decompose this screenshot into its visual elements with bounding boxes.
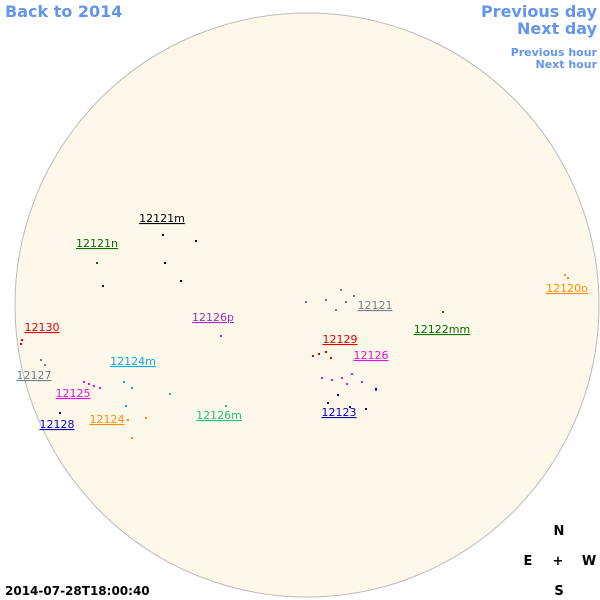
region-label[interactable]: 12130 (25, 321, 60, 334)
compass-east: E (524, 554, 533, 569)
region-label[interactable]: 12127 (17, 369, 52, 382)
sunspot (337, 394, 339, 396)
sunspot (220, 335, 222, 337)
sunspot (44, 364, 46, 366)
region-label[interactable]: 12126p (192, 311, 234, 324)
region-label[interactable]: 12126m (196, 409, 242, 422)
sunspot (131, 387, 133, 389)
sunspot (125, 405, 127, 407)
sunspot (567, 277, 569, 279)
sunspot (20, 343, 22, 345)
sunspot (312, 355, 314, 357)
region-label[interactable]: 12124 (90, 413, 125, 426)
previous-day-link[interactable]: Previous day (481, 2, 598, 21)
sunspot (225, 405, 227, 407)
sunspot (123, 381, 125, 383)
sunspot (195, 240, 197, 242)
region-label[interactable]: 12128 (40, 418, 75, 431)
sunspot (321, 377, 323, 379)
sunspot (349, 406, 351, 408)
sunspot (131, 437, 133, 439)
sunspot (318, 353, 320, 355)
timestamp: 2014-07-28T18:00:40 (5, 584, 150, 598)
sunspot (162, 234, 164, 236)
next-day-link[interactable]: Next day (517, 19, 598, 38)
sunspot (442, 311, 444, 313)
region-label[interactable]: 12121 (358, 299, 393, 312)
sunspot (305, 301, 307, 303)
sunspot (325, 351, 327, 353)
sunspot (345, 301, 347, 303)
sunspot (564, 274, 566, 276)
sunspot (102, 285, 104, 287)
sunspot (83, 381, 85, 383)
sunspot (325, 299, 327, 301)
compass-center: + (553, 554, 564, 569)
region-label[interactable]: 12129 (323, 333, 358, 346)
sunspot (164, 262, 166, 264)
sunspot (40, 359, 42, 361)
back-link[interactable]: Back to 2014 (5, 2, 122, 21)
sunspot (341, 377, 343, 379)
region-label[interactable]: 12121m (139, 212, 185, 225)
sunspot (353, 295, 355, 297)
sunspot (127, 419, 129, 421)
compass-west: W (582, 554, 596, 569)
sunspot (99, 387, 101, 389)
sunspot (327, 402, 329, 404)
region-label[interactable]: 12126 (354, 349, 389, 362)
region-label[interactable]: 12124m (110, 355, 156, 368)
compass-north: N (554, 524, 565, 539)
sunspot (351, 373, 353, 375)
previous-hour-link[interactable]: Previous hour (511, 46, 598, 59)
sunspot (21, 339, 23, 341)
sunspot (340, 289, 342, 291)
sunspot (59, 412, 61, 414)
region-label[interactable]: 12122mm (414, 323, 470, 336)
sunspot (88, 383, 90, 385)
region-label[interactable]: 12125 (56, 387, 91, 400)
sunspot (375, 388, 377, 390)
sunspot (169, 393, 171, 395)
sunspot (346, 383, 348, 385)
region-label[interactable]: 12121n (76, 237, 118, 250)
sunspot (145, 417, 147, 419)
sunspot (93, 385, 95, 387)
region-label[interactable]: 12120o (546, 282, 588, 295)
sunspot (361, 381, 363, 383)
sunspot (96, 262, 98, 264)
sunspot (180, 280, 182, 282)
sunspot (365, 408, 367, 410)
region-label[interactable]: 12123 (322, 406, 357, 419)
sunspot (331, 379, 333, 381)
next-hour-link[interactable]: Next hour (536, 58, 598, 71)
sunspot (330, 357, 332, 359)
sunspot (335, 309, 337, 311)
compass-south: S (554, 584, 563, 599)
solar-disk (14, 12, 600, 598)
